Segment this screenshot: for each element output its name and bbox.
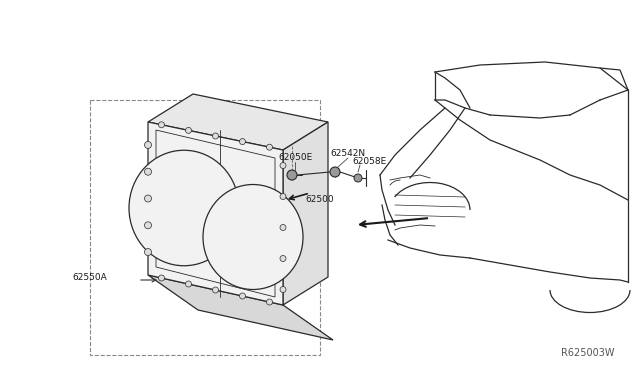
Circle shape [354,174,362,182]
Polygon shape [283,122,328,305]
Ellipse shape [280,286,286,292]
Ellipse shape [266,144,273,150]
Text: R625003W: R625003W [561,348,614,358]
Ellipse shape [159,122,164,128]
Polygon shape [148,275,333,340]
Ellipse shape [203,185,303,289]
Circle shape [330,167,340,177]
Text: 62550A: 62550A [72,273,107,282]
Ellipse shape [145,195,152,202]
Ellipse shape [129,150,239,266]
Ellipse shape [266,299,273,305]
Ellipse shape [145,222,152,229]
Ellipse shape [145,248,152,256]
Ellipse shape [186,127,191,134]
Ellipse shape [280,256,286,262]
Ellipse shape [145,141,152,148]
Ellipse shape [145,168,152,175]
Ellipse shape [280,193,286,199]
Text: 62542N: 62542N [330,149,365,158]
Text: 62050E: 62050E [278,153,312,162]
Ellipse shape [212,287,218,293]
Ellipse shape [239,293,246,299]
Ellipse shape [280,163,286,169]
Ellipse shape [239,139,246,145]
Ellipse shape [159,275,164,281]
Ellipse shape [212,133,218,139]
Ellipse shape [186,281,191,287]
Text: 62058E: 62058E [352,157,387,166]
Ellipse shape [280,224,286,231]
Polygon shape [148,122,283,305]
Polygon shape [148,94,328,150]
Circle shape [287,170,297,180]
Text: 62500: 62500 [305,195,333,204]
